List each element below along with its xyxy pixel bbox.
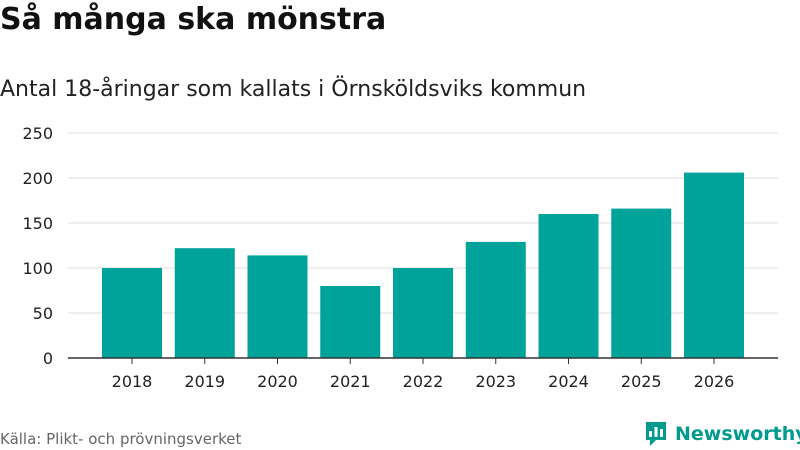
x-tick-label: 2022 — [403, 372, 444, 391]
source-note: Källa: Plikt- och prövningsverket — [0, 430, 242, 448]
x-tick-label: 2020 — [257, 372, 298, 391]
bars — [102, 172, 744, 358]
x-tick-label: 2025 — [621, 372, 662, 391]
x-tick-label: 2018 — [112, 372, 153, 391]
chart-title: Så många ska mönstra — [0, 2, 387, 37]
x-tick-label: 2024 — [548, 372, 589, 391]
x-tick-label: 2019 — [184, 372, 225, 391]
bar-2018 — [102, 268, 162, 358]
x-tick-label: 2026 — [694, 372, 735, 391]
bar-2021 — [320, 286, 381, 358]
x-tick-label: 2021 — [330, 372, 371, 391]
brand-name: Newsworthy — [675, 423, 800, 445]
y-tick-label: 150 — [22, 214, 53, 233]
y-tick-label: 100 — [22, 259, 53, 278]
bar-chart: 0 50 100 150 200 250 2018 2019 2020 2021 2022 2023 2… — [22, 124, 778, 391]
y-tick-label: 200 — [22, 169, 53, 188]
bar-2025 — [611, 208, 672, 358]
bar-2020 — [247, 255, 308, 358]
bar-2023 — [465, 241, 526, 358]
chart-subtitle: Antal 18-åringar som kallats i Örnskölds… — [0, 77, 587, 102]
brand-logo: Newsworthy — [644, 420, 800, 448]
x-tick-label: 2023 — [475, 372, 516, 391]
bar-2019 — [174, 248, 235, 358]
axes: 0 50 100 150 200 250 2018 2019 2020 2021 2022 2023 2… — [22, 124, 778, 391]
y-tick-label: 50 — [33, 304, 53, 323]
y-tick-label: 250 — [22, 124, 53, 143]
bar-2022 — [393, 268, 453, 358]
bar-2026 — [684, 172, 744, 358]
bar-2024 — [538, 214, 599, 358]
y-tick-label: 0 — [43, 349, 53, 368]
bar-chart-logo-icon — [646, 422, 666, 446]
